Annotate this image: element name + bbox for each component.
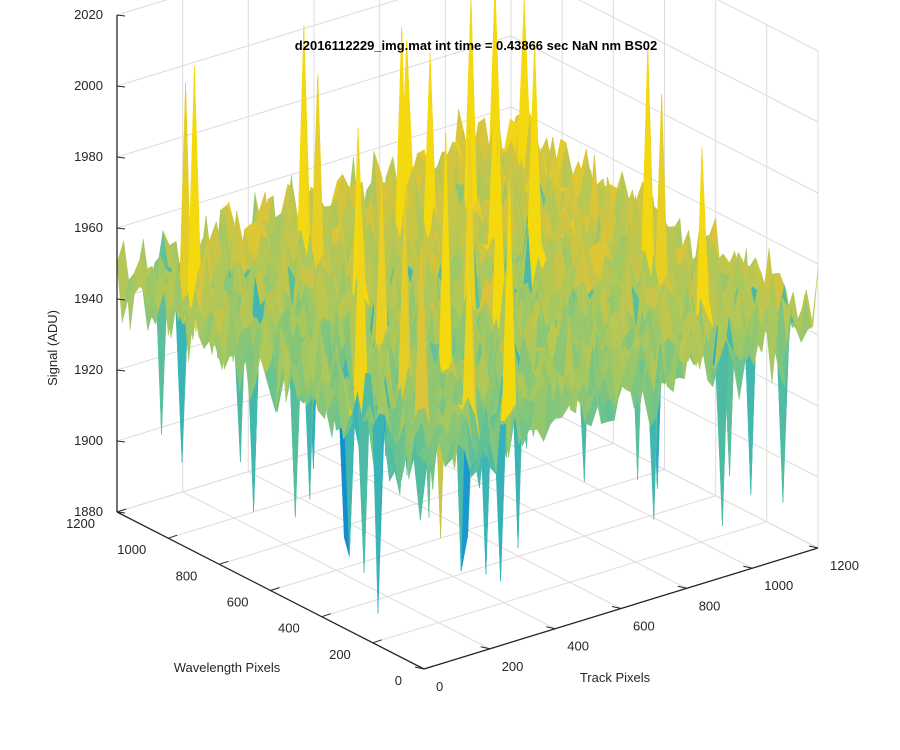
grid-line (717, 0, 819, 52)
axis-lines (116, 14, 819, 670)
y-tick-label: 600 (227, 595, 249, 610)
x-tick (414, 666, 425, 670)
z-tick-label: 1900 (74, 433, 103, 448)
z-tick-label: 2020 (74, 7, 103, 22)
grid-line (510, 35, 819, 194)
z-tick (116, 440, 126, 443)
y-tick-label: 800 (176, 568, 198, 583)
x-tick (808, 545, 819, 549)
y-tick-label: 400 (278, 621, 300, 636)
x-tick-label: 800 (699, 598, 721, 613)
grid-line (372, 521, 767, 644)
grid-line (321, 495, 716, 618)
y-tick-label: 200 (329, 647, 351, 662)
y-tick (270, 587, 280, 591)
x-tick-label: 0 (436, 679, 443, 694)
y-tick (372, 639, 382, 644)
y-axis-label: Wavelength Pixels (174, 660, 281, 675)
z-tick-label: 2000 (74, 78, 103, 93)
z-tick-labels: 1880 1900 1920 1940 1960 1980 2000 2020 (74, 7, 103, 519)
x-tick-label: 600 (633, 619, 655, 634)
z-tick (116, 227, 126, 230)
y-tick (219, 560, 229, 565)
y-tick (423, 665, 434, 670)
x-tick (677, 585, 687, 589)
z-axis-label: Signal (ADU) (45, 310, 60, 386)
chart-title: d2016112229_img.mat int time = 0.43866 s… (295, 38, 657, 53)
x-tick (546, 626, 556, 630)
x-tick (480, 646, 490, 650)
grid-line (578, 0, 819, 123)
grid-line (116, 35, 512, 158)
y-tick (116, 508, 127, 513)
surface-patch (116, 240, 129, 323)
z-tick-label: 1960 (74, 220, 103, 235)
z-tick (116, 511, 126, 514)
z-tick (116, 298, 126, 301)
y-tick-label: 1000 (117, 542, 146, 557)
grid-line (219, 442, 614, 565)
x-tick-label: 200 (502, 659, 524, 674)
surface-patch (418, 445, 431, 473)
x-axis-label: Track Pixels (580, 670, 651, 685)
z-tick-label: 1920 (74, 362, 103, 377)
z-tick (116, 14, 126, 17)
z-tick-label: 1980 (74, 149, 103, 164)
z-tick-label: 1940 (74, 291, 103, 306)
y-tick-label: 0 (395, 673, 402, 688)
x-tick (611, 606, 622, 609)
y-tick (168, 534, 178, 539)
x-tick-label: 1200 (830, 558, 859, 573)
surface (116, 0, 819, 614)
y-tick (321, 613, 331, 618)
z-tick-label: 1880 (74, 504, 103, 519)
grid-line (116, 0, 399, 87)
y-tick-labels: 0 200 400 600 800 1000 1200 (66, 516, 402, 688)
z-tick (116, 156, 126, 159)
z-tick (116, 369, 126, 372)
x-tick-labels: 0 200 400 600 800 1000 1200 (436, 558, 859, 694)
x-tick-label: 1000 (764, 578, 793, 593)
x-tick (743, 565, 753, 569)
x-tick-label: 400 (567, 639, 589, 654)
y-tick-label: 1200 (66, 516, 95, 531)
z-tick (116, 85, 126, 88)
